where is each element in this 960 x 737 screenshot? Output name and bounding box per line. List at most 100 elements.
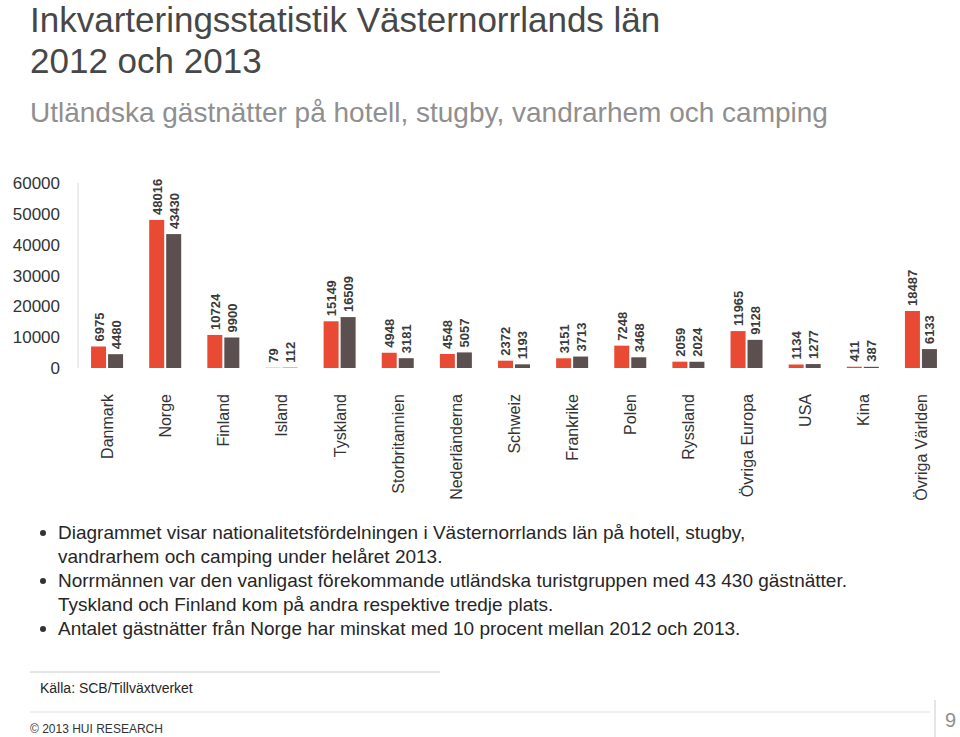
annotation: Antalet gästnätter från Norge har minska… [58, 618, 740, 639]
x-tick-label: Kina [855, 394, 872, 426]
x-tick-label: Island [273, 394, 290, 437]
rule [935, 700, 936, 737]
data-label: 4948 [382, 319, 397, 348]
y-tick-label: 50000 [13, 205, 60, 224]
page-number: 9 [945, 709, 956, 731]
title: 2012 och 2013 [30, 41, 262, 80]
source: Källa: SCB/Tillväxtverket [40, 680, 193, 696]
title: Inkvarteringsstatistik Västernorrlands l… [30, 0, 660, 39]
y-tick-label: 20000 [13, 297, 60, 316]
data-label: 9128 [748, 306, 763, 335]
data-label: 3468 [632, 323, 647, 352]
data-label: 4480 [109, 320, 124, 349]
data-label: 16509 [341, 276, 356, 312]
data-label: 11965 [731, 291, 746, 326]
data-label: 48016 [150, 179, 165, 215]
bar [341, 317, 356, 368]
x-tick-label: Schweiz [506, 394, 523, 454]
data-label: 4548 [440, 320, 455, 349]
data-label: 2372 [499, 327, 514, 356]
data-label: 6133 [922, 315, 937, 344]
data-label: 3713 [574, 323, 589, 352]
bar [108, 354, 123, 368]
y-tick-label: 10000 [13, 328, 60, 347]
bar [864, 367, 879, 368]
data-label: 7248 [615, 312, 630, 341]
bar [748, 340, 763, 368]
data-label: 411 [847, 341, 862, 362]
data-label: 79 [266, 348, 281, 362]
data-label: 3151 [557, 324, 572, 353]
bar [672, 362, 687, 368]
bar [166, 234, 181, 368]
data-label: 1277 [806, 330, 821, 359]
data-label: 6975 [92, 313, 107, 342]
bar [399, 358, 414, 368]
x-tick-label: Finland [215, 394, 232, 446]
bar [440, 354, 455, 368]
bar [573, 357, 588, 368]
bar [689, 362, 704, 368]
x-tick-label: Polen [622, 394, 639, 435]
data-label: 10724 [208, 293, 223, 330]
bar [282, 367, 297, 368]
y-tick-label: 0 [51, 359, 60, 378]
y-axis-line [78, 183, 79, 368]
data-label: 1134 [789, 331, 804, 360]
bar [731, 331, 746, 368]
bar [922, 349, 937, 368]
x-tick-label: Storbritannien [390, 394, 407, 494]
annotation: Tyskland och Finland kom på andra respek… [58, 594, 553, 615]
rule [30, 712, 930, 713]
data-label: 15149 [324, 280, 339, 316]
x-tick-label: Frankrike [564, 394, 581, 461]
x-tick-label: Tyskland [332, 394, 349, 457]
bullet [40, 626, 46, 632]
data-label: 112 [283, 342, 298, 363]
x-tick-label: Danmark [99, 393, 116, 459]
bar [806, 364, 821, 368]
data-label: 43430 [167, 193, 182, 229]
y-tick-label: 40000 [13, 236, 60, 255]
data-label: 387 [864, 340, 879, 362]
data-label: 3181 [399, 324, 414, 353]
x-tick-label: Nederländerna [448, 394, 465, 500]
x-tick-label: Övriga Världen [913, 394, 930, 501]
bar [224, 337, 239, 368]
x-tick-label: Övriga Europa [739, 394, 756, 497]
annotation: vandrarhem och camping under helåret 201… [58, 546, 442, 567]
bars [91, 220, 937, 368]
bar [905, 311, 920, 368]
y-tick-label: 30000 [13, 267, 60, 286]
data-label: 2024 [690, 327, 705, 357]
data-labels: 6975 48016 10724 79 15149 4948 4548 2372 3151 724… [92, 179, 938, 363]
data-label: 5057 [457, 318, 472, 347]
data-label: 1193 [516, 331, 531, 359]
bar [207, 335, 222, 368]
bar [91, 346, 106, 368]
data-label: 18487 [905, 270, 920, 306]
bar [498, 361, 513, 368]
bar [265, 367, 280, 368]
subtitle: Utländska gästnätter på hotell, stugby, … [30, 97, 828, 128]
data-label: 2059 [673, 328, 688, 357]
x-tick-label: Norge [157, 394, 174, 438]
bar [324, 321, 339, 368]
bar [789, 365, 804, 368]
bar [149, 220, 164, 368]
footer: © 2013 HUI RESEARCH [30, 722, 163, 736]
bullet [40, 530, 46, 536]
data-label: 9900 [225, 304, 240, 333]
y-tick-label: 60000 [13, 174, 60, 193]
rule [30, 672, 440, 673]
page: Inkvarteringsstatistik Västernorrlands l… [0, 0, 960, 737]
bar [457, 352, 472, 368]
bar [614, 346, 629, 368]
bar [515, 364, 530, 368]
bar [556, 358, 571, 368]
bar [631, 357, 646, 368]
annotation: Diagrammet visar nationalitetsfördelning… [58, 522, 745, 543]
x-tick-label: Ryssland [680, 394, 697, 460]
bar [847, 367, 862, 368]
bullet [40, 578, 46, 584]
